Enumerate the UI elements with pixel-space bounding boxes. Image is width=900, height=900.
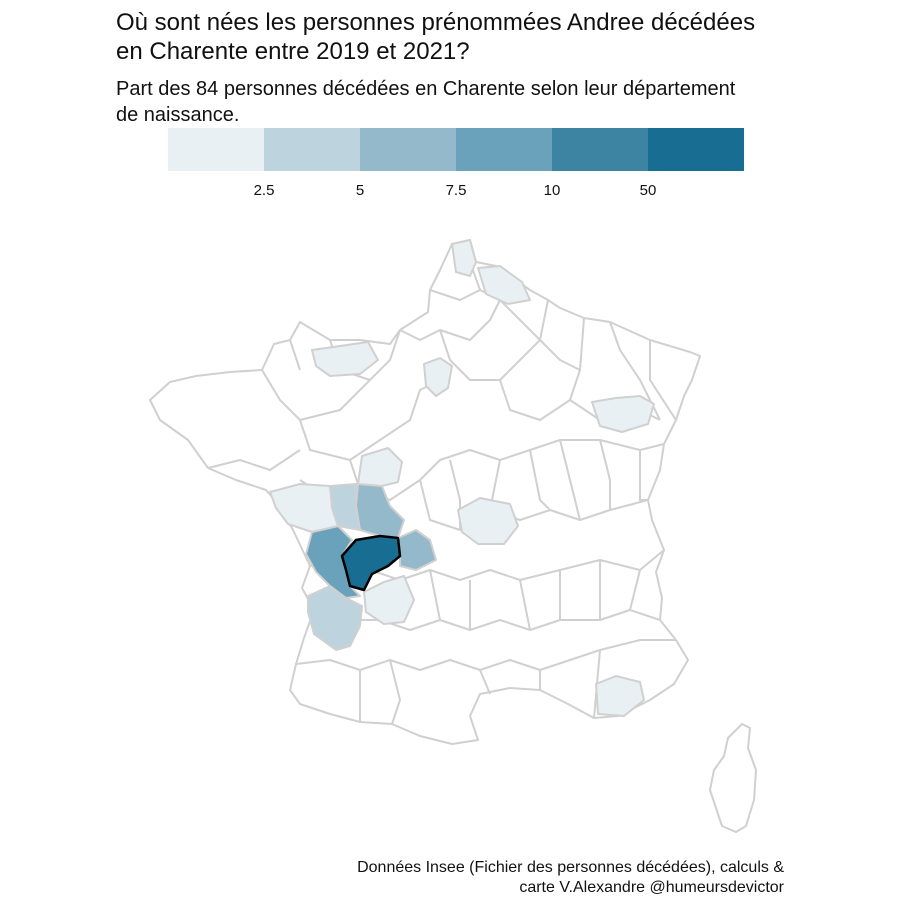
legend-tick-label: 2.5 [253,182,275,199]
department-oise [423,357,453,397]
legend-swatch-4 [552,128,648,171]
department-borders [149,239,757,833]
department-nord [451,239,477,277]
legend-tick-label: 50 [639,182,657,199]
legend-swatch-2 [360,128,456,171]
department-vosges [591,395,655,433]
legend-color-bar [168,128,744,171]
department-calvados [311,341,379,377]
legend-tick-label: 10 [543,182,561,199]
highlighted-department [340,534,402,592]
france-outline [149,239,701,745]
legend-swatch-3 [456,128,552,171]
legend-swatch-0 [168,128,264,171]
corsica-outline [709,723,757,833]
department-allier [457,497,519,545]
chart-subtitle: Part des 84 personnes décédées en Charen… [116,78,736,126]
department-haute-vienne [397,529,437,571]
legend-tick-label: 5 [355,182,365,199]
department-gironde [307,585,363,651]
source-caption: Données Insee (Fichier des personnes déc… [357,859,784,896]
chart-title: Où sont nées les personnes prénommées An… [116,9,756,65]
legend-tick-label: 7.5 [445,182,467,199]
legend-swatch-5 [648,128,744,171]
department-charente-maritime [305,525,361,599]
department-dordogne [363,575,415,625]
filled-departments [269,239,655,717]
legend-swatch-1 [264,128,360,171]
color-legend: 2.5 5 7.5 10 50 [168,128,744,200]
department-vend-e [269,483,339,533]
department-indre-et-loire [357,447,403,487]
department-pas-de-calais [477,265,531,305]
department-var [595,675,645,717]
highlight-outline-charente [340,534,402,592]
